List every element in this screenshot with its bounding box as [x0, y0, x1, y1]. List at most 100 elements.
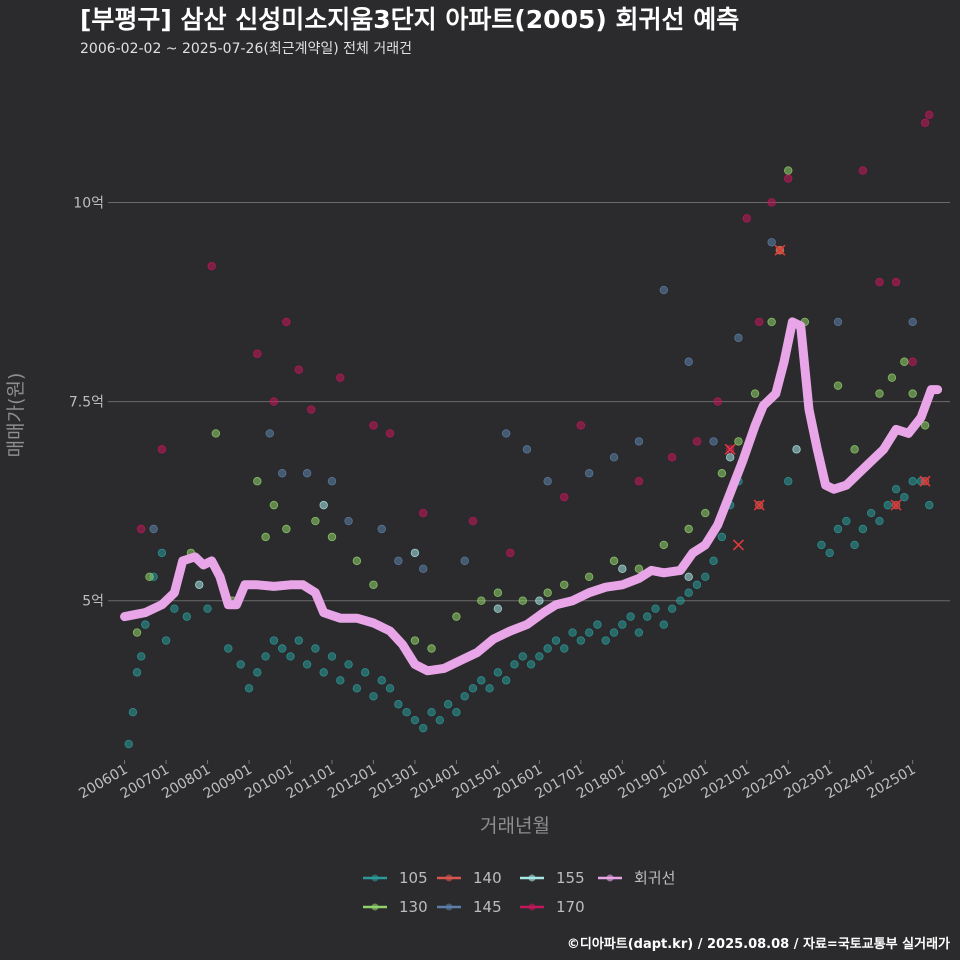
legend-marker: [445, 903, 453, 911]
legend-label: 회귀선: [634, 869, 675, 887]
point-130: [833, 381, 843, 390]
cancelled-deal-mark: [732, 539, 745, 551]
point-105: [253, 668, 262, 677]
point-105: [576, 636, 586, 645]
point-105: [858, 524, 868, 534]
point-105: [584, 628, 594, 637]
legend-label: 145: [473, 898, 502, 916]
point-105: [526, 660, 536, 669]
point-130: [493, 588, 503, 597]
point-155: [792, 445, 801, 454]
point-105: [709, 556, 718, 566]
point-105: [551, 636, 561, 645]
point-105: [875, 516, 884, 526]
point-105: [535, 652, 544, 661]
point-145: [501, 429, 511, 438]
point-105: [170, 604, 179, 613]
point-105: [667, 604, 677, 613]
point-105: [157, 548, 167, 558]
point-145: [394, 556, 403, 566]
point-145: [265, 429, 274, 438]
point-130: [784, 166, 793, 175]
point-145: [460, 556, 469, 566]
scatter-points: [124, 110, 934, 749]
credit-text: ©디아파트(dapt.kr) / 2025.08.08 / 자료=국토교통부 실…: [567, 936, 950, 952]
legend-label: 130: [399, 898, 428, 916]
point-170: [369, 421, 378, 430]
point-105: [302, 660, 312, 669]
point-155: [410, 548, 420, 558]
point-105: [203, 604, 212, 613]
point-105: [452, 708, 461, 717]
point-145: [278, 469, 287, 478]
point-170: [713, 397, 722, 406]
point-105: [651, 604, 660, 613]
point-105: [236, 660, 245, 669]
point-105: [817, 540, 826, 550]
point-170: [875, 277, 884, 287]
point-105: [278, 644, 287, 653]
point-130: [327, 532, 337, 542]
chart-title: [부평구] 삼산 신성미소지움3단지 아파트(2005) 회귀선 예측: [80, 5, 739, 34]
legend-marker: [371, 874, 379, 882]
point-105: [427, 708, 436, 717]
point-130: [684, 524, 693, 534]
legend-marker: [371, 903, 379, 911]
point-170: [908, 357, 917, 366]
regression-line: [120, 317, 943, 676]
point-105: [518, 652, 527, 661]
legend-marker: [445, 874, 453, 882]
point-170: [576, 421, 586, 430]
regression-line-group: [120, 317, 943, 676]
point-130: [410, 636, 420, 645]
point-170: [634, 477, 644, 486]
x-tick-labels: 2006012007012008012009012010012011012012…: [76, 760, 919, 802]
point-105: [891, 484, 901, 494]
point-130: [609, 556, 619, 566]
point-105: [224, 644, 233, 653]
point-170: [468, 516, 478, 526]
point-105: [352, 684, 362, 693]
chart-subtitle: 2006-02-02 ~ 2025-07-26(최근계약일) 전체 거래건: [80, 41, 412, 57]
point-130: [875, 389, 884, 398]
special-marks: [724, 244, 931, 551]
point-130: [211, 429, 221, 438]
point-105: [900, 492, 909, 502]
point-130: [584, 572, 594, 582]
point-130: [543, 588, 552, 597]
point-130: [717, 469, 727, 478]
point-155: [195, 580, 204, 589]
point-145: [734, 333, 743, 343]
point-105: [883, 500, 892, 510]
point-105: [543, 644, 552, 653]
point-105: [626, 612, 635, 621]
point-105: [601, 636, 610, 645]
point-105: [609, 628, 619, 637]
y-tick-label: 5억: [82, 594, 104, 610]
point-105: [385, 684, 395, 693]
point-105: [717, 532, 727, 542]
point-105: [866, 508, 876, 518]
point-145: [609, 453, 619, 462]
point-105: [377, 676, 386, 685]
point-130: [701, 508, 710, 518]
legend-label: 105: [399, 869, 428, 887]
point-170: [207, 261, 216, 271]
point-130: [269, 500, 279, 510]
legend-marker: [606, 874, 614, 882]
point-145: [709, 437, 718, 446]
point-130: [132, 628, 142, 637]
point-105: [634, 628, 644, 637]
point-170: [253, 349, 262, 358]
legend: 105 140 155 회귀선 130 145 170: [363, 869, 675, 916]
point-105: [850, 540, 859, 550]
point-105: [510, 660, 519, 669]
point-170: [136, 524, 146, 534]
point-170: [667, 453, 677, 462]
point-105: [419, 723, 428, 733]
point-145: [149, 524, 158, 534]
point-145: [543, 477, 552, 486]
point-145: [634, 437, 644, 446]
point-105: [410, 715, 420, 725]
legend-marker: [528, 903, 536, 911]
